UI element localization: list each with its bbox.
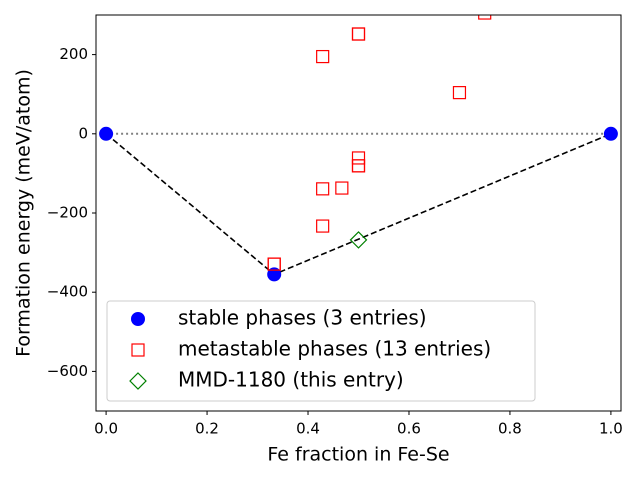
point xyxy=(267,267,282,282)
point xyxy=(351,159,366,173)
y-tick-label: −600 xyxy=(47,362,88,380)
point xyxy=(478,15,492,20)
point xyxy=(99,126,114,141)
legend-marker xyxy=(131,343,145,357)
point xyxy=(316,49,330,64)
x-tick-label: 1.0 xyxy=(599,420,623,438)
plot-area xyxy=(99,15,618,282)
y-tick-label: −200 xyxy=(47,204,88,222)
legend-label: MMD-1180 (this entry) xyxy=(178,368,404,392)
point xyxy=(316,219,330,233)
y-tick-label: 0 xyxy=(78,124,88,142)
x-tick-label: 0.8 xyxy=(498,420,522,438)
legend-label: stable phases (3 entries) xyxy=(178,306,427,330)
legend-marker xyxy=(129,372,147,390)
x-tick-label: 0.2 xyxy=(195,420,219,438)
point xyxy=(351,27,366,41)
x-tick-label: 0.6 xyxy=(397,420,421,438)
point xyxy=(267,257,281,271)
point xyxy=(351,159,366,173)
point xyxy=(351,27,366,41)
point xyxy=(351,151,366,165)
y-tick-label: 200 xyxy=(59,45,88,63)
point xyxy=(452,86,467,100)
y-axis-label: Formation energy (meV/atom) xyxy=(13,69,35,357)
point xyxy=(316,182,330,196)
legend-marker xyxy=(131,312,145,326)
hull-line xyxy=(105,133,612,276)
x-tick-label: 0.0 xyxy=(94,420,118,438)
legend-label: metastable phases (13 entries) xyxy=(178,337,491,361)
x-axis-label: Fe fraction in Fe-Se xyxy=(267,444,449,466)
point xyxy=(335,181,349,195)
y-tick-label: −400 xyxy=(47,283,88,301)
legend-box xyxy=(106,300,536,402)
point xyxy=(349,231,368,249)
x-tick-label: 0.4 xyxy=(296,420,320,438)
point xyxy=(603,126,618,141)
